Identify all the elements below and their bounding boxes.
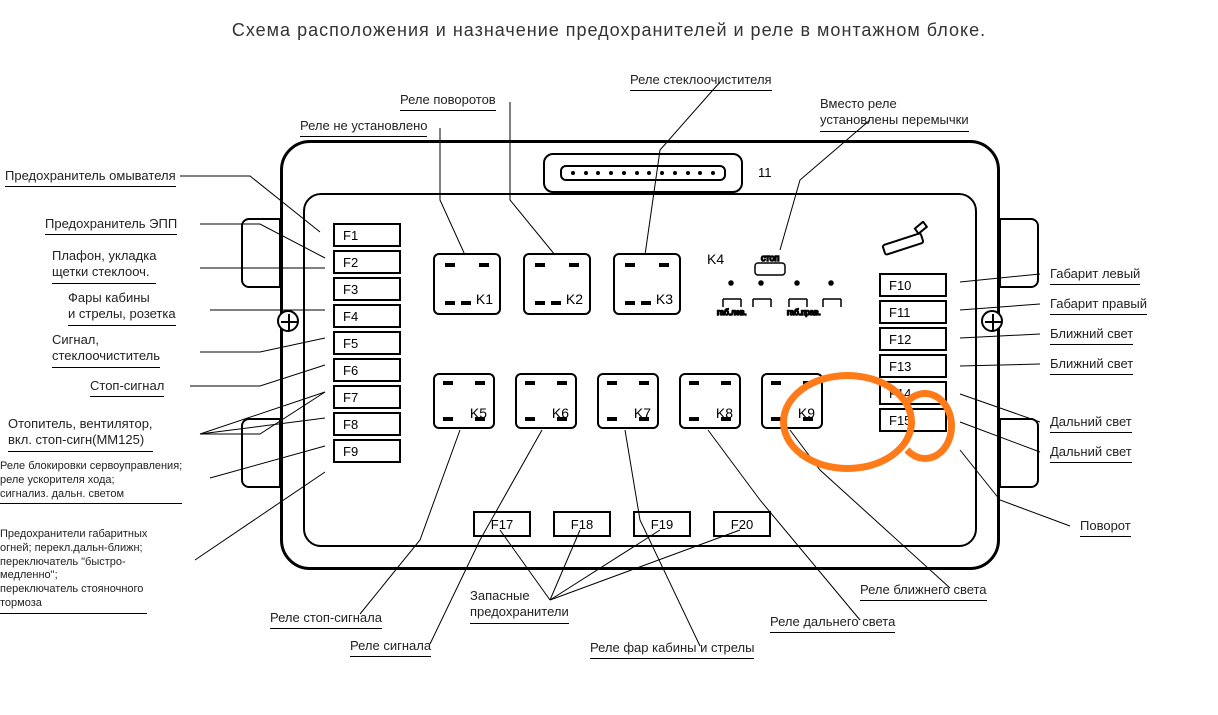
fuse-f17: F17 — [473, 511, 531, 537]
fuse-f20: F20 — [713, 511, 771, 537]
fuse-f5: F5 — [333, 331, 401, 355]
relay-k4-jumpers: K4 стоп габ.лев. габ.прав. — [703, 251, 893, 321]
callout-label: Дальний свет — [1050, 444, 1132, 463]
callout-label: Ближний свет — [1050, 326, 1133, 345]
fuse-box-inner — [303, 193, 977, 547]
callout-label: Реле стоп-сигнала — [270, 610, 382, 629]
relay-k7: K7 — [597, 373, 659, 429]
callout-label: Реле поворотов — [400, 92, 496, 111]
relay-k2: K2 — [523, 253, 591, 315]
fuse-f3: F3 — [333, 277, 401, 301]
fuse-f2: F2 — [333, 250, 401, 274]
svg-text:габ.лев.: габ.лев. — [717, 308, 747, 317]
svg-text:стоп: стоп — [761, 253, 780, 263]
callout-label: Плафон, укладка щетки стеклооч. — [52, 248, 156, 284]
connector-11 — [543, 153, 743, 193]
relay-k6: K6 — [515, 373, 577, 429]
callout-label: Дальний свет — [1050, 414, 1132, 433]
callout-label: Запасные предохранители — [470, 588, 569, 624]
callout-label: Отопитель, вентилятор, вкл. стоп-сигн(ММ… — [8, 416, 153, 452]
callout-label: Предохранитель ЭПП — [45, 216, 177, 235]
annotation-circle-arc — [895, 390, 955, 462]
callout-label: Габарит правый — [1050, 296, 1147, 315]
callout-label: Реле дальнего света — [770, 614, 895, 633]
callout-label: Реле сигнала — [350, 638, 431, 657]
relay-k5: K5 — [433, 373, 495, 429]
extractor-tool-icon — [877, 221, 937, 261]
callout-label: Стоп-сигнал — [90, 378, 164, 397]
fuse-box-enclosure: 11 F1 F2 F3 F4 F5 F6 F7 F8 F9 F10 F11 F1… — [280, 140, 1000, 570]
fuse-f1: F1 — [333, 223, 401, 247]
callout-label: Габарит левый — [1050, 266, 1140, 285]
spare-fuse-row: F17 F18 F19 F20 — [473, 511, 771, 537]
fuse-f18: F18 — [553, 511, 611, 537]
diagram-title: Схема расположения и назначение предохра… — [0, 20, 1218, 41]
fuse-column-left: F1 F2 F3 F4 F5 F6 F7 F8 F9 — [333, 223, 401, 463]
callout-label: Вместо реле установлены перемычки — [820, 96, 969, 132]
svg-text:габ.прав.: габ.прав. — [787, 308, 821, 317]
fuse-f19: F19 — [633, 511, 691, 537]
callout-label: Реле ближнего света — [860, 582, 987, 601]
callout-label: Поворот — [1080, 518, 1131, 537]
callout-label: Реле фар кабины и стрелы — [590, 640, 754, 659]
connector-label: 11 — [758, 165, 772, 180]
fuse-f8: F8 — [333, 412, 401, 436]
fuse-f6: F6 — [333, 358, 401, 382]
callout-label: Ближний свет — [1050, 356, 1133, 375]
callout-label: Реле стеклоочистителя — [630, 72, 772, 91]
fuse-f12: F12 — [879, 327, 947, 351]
fuse-f7: F7 — [333, 385, 401, 409]
callout-label: Реле блокировки сервоуправления; реле ус… — [0, 460, 182, 504]
fuse-f9: F9 — [333, 439, 401, 463]
callout-label: Предохранитель омывателя — [5, 168, 176, 187]
relay-k8: K8 — [679, 373, 741, 429]
callout-label: Реле не установлено — [300, 118, 427, 137]
callout-label: Сигнал, стеклоочиститель — [52, 332, 160, 368]
callout-label: Фары кабины и стрелы, розетка — [68, 290, 176, 326]
relay-k1: K1 — [433, 253, 501, 315]
fuse-f13: F13 — [879, 354, 947, 378]
relay-k3: K3 — [613, 253, 681, 315]
callout-label: Предохранители габаритных огней; перекл.… — [0, 528, 147, 614]
fuse-f4: F4 — [333, 304, 401, 328]
